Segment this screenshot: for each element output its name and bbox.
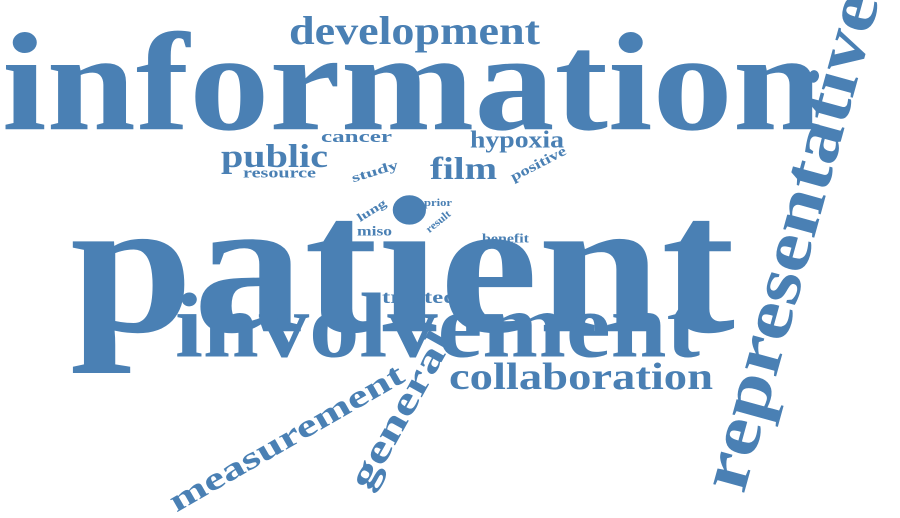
word-benefit: benefit (482, 230, 529, 246)
word-treated: treated (382, 287, 457, 308)
word-miso: miso (357, 224, 392, 240)
word-film: film (430, 149, 497, 186)
word-cancer: cancer (321, 127, 392, 147)
word-collaboration: collaboration (449, 355, 713, 398)
word-resource: resource (243, 165, 316, 182)
word-public: public (221, 138, 328, 175)
word-information: information (2, 5, 822, 161)
word-development: development (289, 8, 540, 54)
word-prior: prior (424, 196, 452, 209)
word-patient: patient (70, 157, 735, 375)
word-involvement: involvement (175, 274, 700, 377)
word-hypoxia: hypoxia (470, 127, 564, 154)
